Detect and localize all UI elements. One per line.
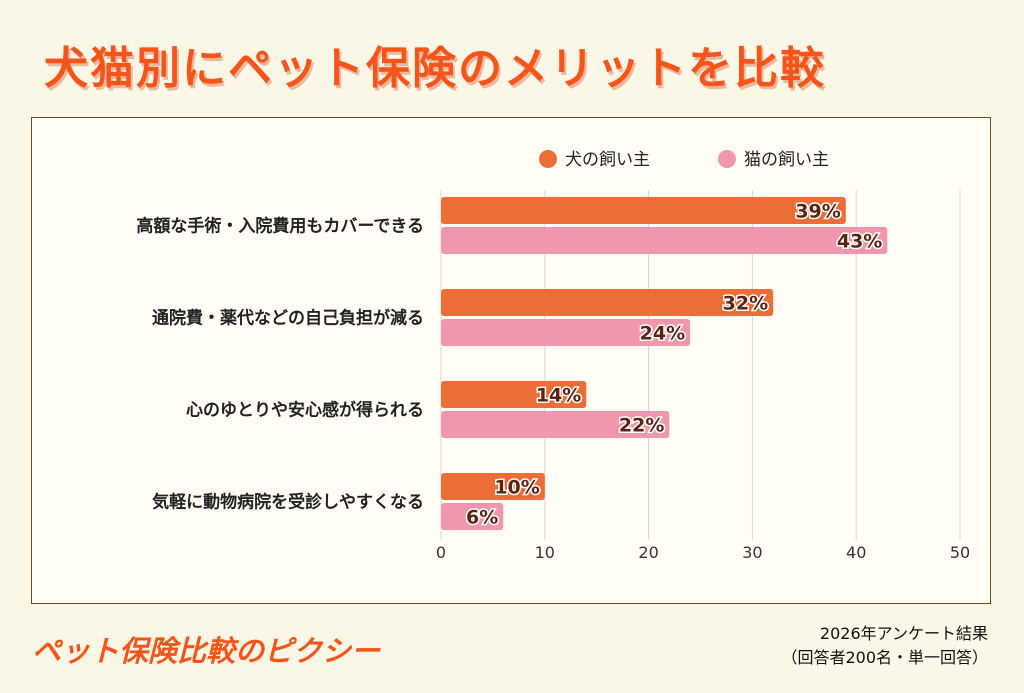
x-tick-label: 40: [846, 543, 866, 562]
bar: [441, 411, 670, 438]
legend-marker: [718, 150, 736, 168]
data-label: 24%: [640, 323, 685, 345]
page-title: 犬猫別にペット保険のメリットを比較: [44, 43, 826, 94]
legend-label: 猫の飼い主: [744, 150, 829, 170]
survey-note-line: 2026年アンケート結果: [819, 624, 988, 643]
x-tick-label: 50: [950, 543, 970, 562]
category-label: 高額な手術・入院費用もカバーできる: [136, 216, 424, 237]
bar: [441, 503, 504, 530]
brand-logo: ペット保険比較のピクシー: [32, 634, 381, 668]
data-label: 32%: [723, 293, 768, 315]
x-tick-label: 30: [742, 543, 762, 562]
data-label: 6%: [466, 507, 498, 529]
data-label: 22%: [619, 415, 664, 437]
data-label: 39%: [795, 201, 840, 223]
bar: [441, 473, 545, 500]
category-label: 通院費・薬代などの自己負担が減る: [152, 308, 424, 329]
bar: [441, 289, 774, 316]
bar: [441, 227, 888, 254]
bar: [441, 381, 587, 408]
survey-note: 2026年アンケート結果 （回答者200名・単一回答）: [781, 622, 988, 670]
category-label: 気軽に動物病院を受診しやすくなる: [151, 492, 424, 513]
data-label: 43%: [837, 231, 882, 253]
data-label: 10%: [494, 477, 539, 499]
x-tick-label: 20: [638, 543, 658, 562]
category-label: 心のゆとりや安心感が得られる: [186, 400, 424, 421]
survey-note-line: （回答者200名・単一回答）: [781, 648, 988, 667]
data-label: 14%: [536, 385, 581, 407]
x-tick-label: 0: [436, 543, 446, 562]
legend-label: 犬の飼い主: [565, 150, 650, 170]
legend-marker: [539, 150, 557, 168]
x-tick-label: 10: [535, 543, 555, 562]
bar: [441, 319, 691, 346]
bar: [441, 197, 846, 224]
